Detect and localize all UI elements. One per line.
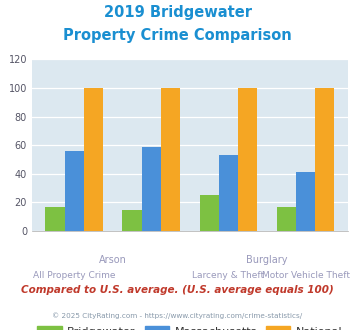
Bar xyxy=(84,88,103,231)
Bar xyxy=(161,88,180,231)
Text: Burglary: Burglary xyxy=(246,255,288,265)
Text: Motor Vehicle Theft: Motor Vehicle Theft xyxy=(262,271,350,280)
Text: Larceny & Theft: Larceny & Theft xyxy=(192,271,264,280)
Bar xyxy=(238,88,257,231)
Text: Compared to U.S. average. (U.S. average equals 100): Compared to U.S. average. (U.S. average … xyxy=(21,285,334,295)
Bar xyxy=(65,151,84,231)
Bar xyxy=(219,155,238,231)
Bar xyxy=(296,172,315,231)
Text: All Property Crime: All Property Crime xyxy=(33,271,116,280)
Bar xyxy=(277,207,296,231)
Bar xyxy=(45,207,65,231)
Text: © 2025 CityRating.com - https://www.cityrating.com/crime-statistics/: © 2025 CityRating.com - https://www.city… xyxy=(53,312,302,318)
Bar xyxy=(200,195,219,231)
Bar xyxy=(142,147,161,231)
Bar xyxy=(315,88,334,231)
Bar xyxy=(122,210,142,231)
Text: 2019 Bridgewater: 2019 Bridgewater xyxy=(104,5,251,20)
Text: Arson: Arson xyxy=(99,255,127,265)
Legend: Bridgewater, Massachusetts, National: Bridgewater, Massachusetts, National xyxy=(34,322,346,330)
Text: Property Crime Comparison: Property Crime Comparison xyxy=(63,28,292,43)
